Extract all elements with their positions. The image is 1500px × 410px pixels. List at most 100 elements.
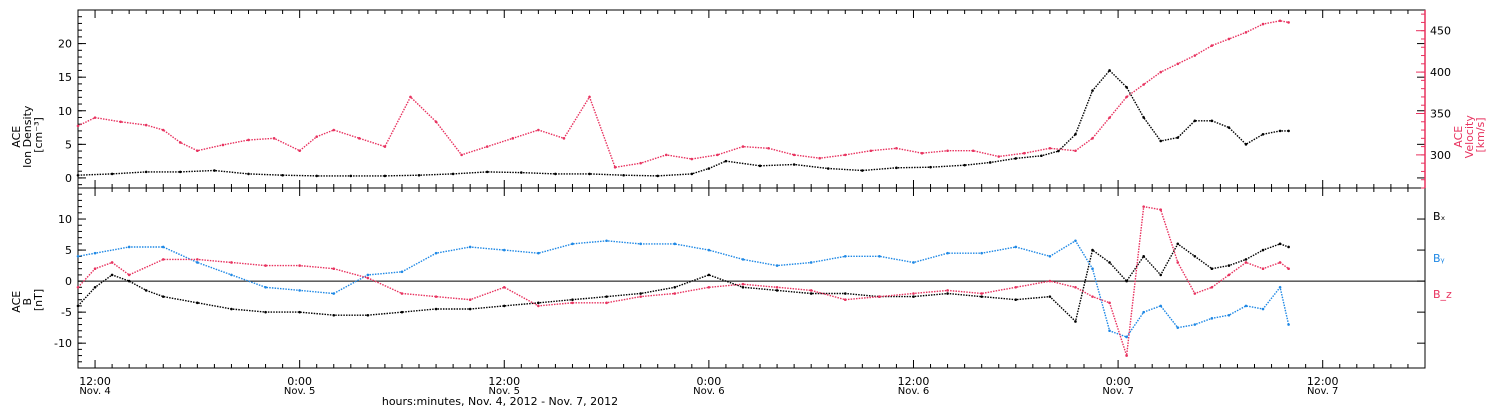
data-point bbox=[1244, 304, 1248, 308]
data-point bbox=[144, 289, 148, 292]
data-point bbox=[1227, 313, 1231, 317]
x-tick-date: Nov. 7 bbox=[1307, 386, 1338, 397]
data-point bbox=[298, 289, 301, 292]
data-point bbox=[366, 313, 370, 317]
data-point bbox=[554, 172, 557, 176]
data-point bbox=[1074, 239, 1077, 243]
data-point bbox=[1210, 119, 1214, 123]
data-point bbox=[605, 301, 608, 305]
data-point bbox=[1142, 254, 1145, 258]
data-point bbox=[434, 251, 438, 255]
data-point bbox=[912, 292, 915, 295]
data-point bbox=[1193, 54, 1197, 57]
data-point bbox=[826, 167, 830, 170]
data-point bbox=[1176, 261, 1180, 264]
data-point bbox=[196, 301, 199, 305]
data-point bbox=[460, 153, 463, 157]
data-point bbox=[1091, 248, 1094, 252]
data-point bbox=[1193, 323, 1197, 326]
series-line bbox=[77, 69, 1289, 177]
data-point bbox=[673, 242, 677, 246]
y-tick-label: 450 bbox=[1430, 25, 1451, 38]
data-point bbox=[1048, 295, 1052, 298]
data-point bbox=[1244, 258, 1248, 261]
data-point bbox=[988, 161, 992, 164]
top-right-axis-title-line-1: ACE bbox=[1452, 126, 1465, 148]
data-point bbox=[562, 137, 566, 140]
data-point bbox=[520, 171, 523, 174]
data-point bbox=[451, 172, 455, 176]
data-point bbox=[716, 153, 719, 157]
data-point bbox=[1125, 85, 1128, 89]
data-point bbox=[1091, 137, 1094, 140]
data-point bbox=[971, 149, 975, 153]
data-point bbox=[724, 159, 728, 163]
data-point bbox=[264, 310, 267, 314]
data-point bbox=[1074, 286, 1077, 289]
top-right-y-axis: 300 350 400 450 bbox=[1416, 10, 1451, 189]
x-tick-label: 12:00 bbox=[79, 375, 111, 388]
data-point bbox=[366, 273, 370, 277]
data-point bbox=[571, 242, 574, 246]
data-point bbox=[332, 292, 336, 295]
data-point bbox=[1278, 19, 1282, 23]
top-left-axis-title: ACE Ion Density [cm⁻³] bbox=[10, 102, 45, 168]
data-point bbox=[179, 141, 182, 144]
data-point bbox=[1159, 273, 1163, 277]
data-point bbox=[1287, 323, 1290, 326]
data-point bbox=[639, 292, 642, 295]
data-point bbox=[1261, 248, 1265, 252]
data-point bbox=[400, 270, 404, 274]
data-point bbox=[980, 295, 983, 298]
data-point bbox=[230, 307, 233, 311]
data-point bbox=[298, 310, 301, 314]
data-point bbox=[537, 301, 540, 305]
legend-bx: Bₓ bbox=[1433, 210, 1446, 223]
bottom-panel-frame bbox=[77, 187, 1426, 369]
data-point bbox=[843, 153, 847, 157]
data-point bbox=[1108, 329, 1111, 333]
data-point bbox=[1287, 267, 1290, 270]
data-point bbox=[946, 292, 949, 295]
data-point bbox=[298, 264, 301, 267]
data-point bbox=[707, 167, 711, 170]
data-point bbox=[332, 313, 336, 317]
data-point bbox=[485, 145, 489, 148]
data-point bbox=[741, 258, 745, 261]
data-point bbox=[809, 289, 813, 292]
data-point bbox=[161, 258, 165, 261]
data-point bbox=[230, 273, 233, 277]
data-point bbox=[1261, 307, 1265, 311]
data-point bbox=[861, 169, 864, 172]
data-point bbox=[1227, 37, 1231, 41]
data-point bbox=[1244, 143, 1248, 146]
data-point bbox=[93, 116, 97, 119]
data-point bbox=[673, 292, 677, 295]
data-point bbox=[707, 273, 711, 277]
data-point bbox=[161, 128, 165, 132]
data-point bbox=[1287, 21, 1290, 24]
data-point bbox=[196, 261, 199, 264]
data-point bbox=[511, 137, 515, 140]
data-point bbox=[1048, 254, 1052, 258]
x-tick-date: Nov. 7 bbox=[1102, 386, 1133, 397]
top-right-axis-title: ACE Velocity [km/s] bbox=[1452, 112, 1487, 159]
data-point bbox=[315, 174, 319, 178]
data-point bbox=[571, 301, 574, 305]
data-point bbox=[1287, 245, 1290, 249]
data-point bbox=[1142, 116, 1145, 119]
top-left-axis-title-line-3: [cm⁻³] bbox=[32, 117, 45, 153]
bottom-left-axis-title-line-2: B bbox=[21, 298, 34, 306]
data-point bbox=[434, 307, 438, 311]
data-point bbox=[1014, 157, 1018, 160]
data-point bbox=[400, 292, 404, 295]
data-point bbox=[1193, 292, 1197, 295]
data-point bbox=[332, 267, 336, 270]
x-tick-date: Nov. 6 bbox=[898, 386, 929, 397]
data-point bbox=[1210, 286, 1214, 289]
data-point bbox=[1108, 261, 1111, 264]
bottom-plot-series bbox=[76, 205, 1290, 357]
data-point bbox=[1261, 22, 1265, 26]
data-point bbox=[537, 251, 540, 255]
data-point bbox=[1159, 139, 1163, 143]
